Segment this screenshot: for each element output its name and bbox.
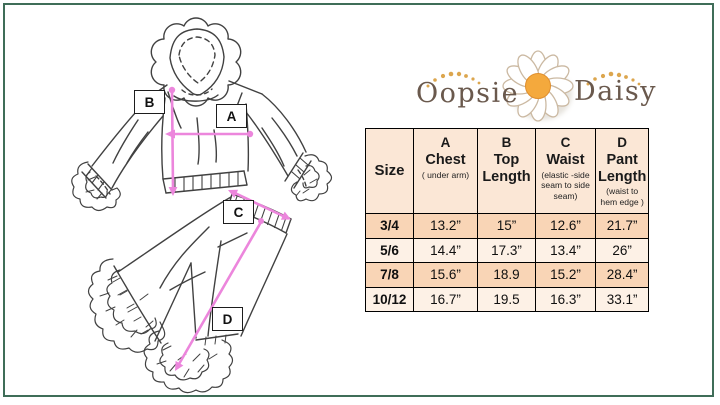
header-title-pant-length: Pant Length (598, 151, 647, 185)
header-title-waist: Waist (546, 151, 585, 168)
arrow-b-top-length (168, 86, 178, 196)
header-title-size: Size (374, 162, 405, 180)
size-cell: 5/6 (365, 237, 414, 263)
waist-cell: 16.3” (535, 286, 596, 312)
label-d-letter: D (222, 311, 233, 327)
chest-cell: 13.2” (413, 213, 478, 239)
top-length-cell: 17.3” (477, 237, 536, 263)
header-title-chest: Chest (425, 151, 466, 168)
waist-cell: 13.4” (535, 237, 596, 263)
arrow-d-pant-length (175, 218, 264, 371)
measurement-label-d: D (212, 307, 243, 331)
top-length-cell: 18.9 (477, 262, 536, 288)
size-cell: 7/8 (365, 262, 414, 288)
header-letter-d: D (617, 135, 628, 150)
size-cell: 10/12 (365, 286, 414, 312)
table-row: 5/6 14.4” 17.3” 13.4” 26” (365, 237, 650, 263)
chest-cell: 16.7” (413, 286, 478, 312)
label-b-letter: B (144, 94, 155, 110)
label-c-letter: C (233, 204, 244, 220)
waist-cell: 15.2” (535, 262, 596, 288)
column-header-pant-length: D Pant Length (waist to hem edge ) (594, 128, 650, 214)
top-torso-outline (149, 80, 263, 194)
chest-cell: 14.4” (413, 237, 478, 263)
table-row: 10/12 16.7” 19.5 16.3” 33.1” (365, 286, 650, 312)
logo-word-oopsie: Oopsie (416, 78, 520, 109)
table-header-row: Size A Chest ( under arm) B Top Length (365, 128, 650, 214)
pants-outline (112, 193, 292, 346)
left-cuff-ruffle (71, 161, 121, 212)
left-hem-ruffle (87, 258, 166, 353)
header-letter-a: A (440, 135, 451, 150)
header-note-waist: (elastic -side seam to side seam) (541, 169, 590, 202)
header-letter-c: C (560, 135, 571, 150)
pant-length-cell: 21.7” (594, 213, 650, 239)
arrow-a-chest (165, 129, 254, 139)
column-header-chest: A Chest ( under arm) (413, 128, 478, 214)
size-chart-table: Size A Chest ( under arm) B Top Length (365, 128, 650, 312)
hood-outline (150, 17, 242, 107)
bottom-hem-ruffle (143, 330, 234, 394)
header-title-top-length: Top Length (482, 151, 531, 185)
daisy-flower-icon (502, 50, 574, 122)
top-length-cell: 19.5 (477, 286, 536, 312)
size-cell: 3/4 (365, 213, 414, 239)
measurement-label-c: C (223, 200, 254, 224)
table-row: 3/4 13.2” 15” 12.6” 21.7” (365, 213, 650, 239)
pant-length-cell: 28.4” (594, 262, 650, 288)
label-a-letter: A (226, 108, 237, 124)
header-letter-b: B (501, 135, 512, 150)
pant-length-cell: 26” (594, 237, 650, 263)
column-header-waist: C Waist (elastic -side seam to side seam… (535, 128, 596, 214)
column-header-top-length: B Top Length (477, 128, 536, 214)
table-row: 7/8 15.6” 18.9 15.2” 28.4” (365, 262, 650, 288)
pant-length-cell: 33.1” (594, 286, 650, 312)
arrow-c-waist (228, 189, 291, 220)
measurement-arrows (165, 86, 291, 371)
measurement-label-a: A (216, 104, 247, 128)
header-note-chest: ( under arm) (421, 169, 470, 180)
top-length-cell: 15” (477, 213, 536, 239)
waist-cell: 12.6” (535, 213, 596, 239)
logo-word-daisy: Daisy (574, 76, 657, 107)
green-border-frame (3, 3, 714, 397)
column-header-size: Size (365, 128, 414, 214)
right-sleeve-outline (245, 93, 312, 189)
header-note-pant-length: (waist to hem edge ) (600, 186, 644, 207)
right-cuff-ruffle (290, 154, 333, 202)
measurement-label-b: B (134, 90, 165, 114)
logo-dotted-arcs (426, 71, 641, 88)
chest-cell: 15.6” (413, 262, 478, 288)
